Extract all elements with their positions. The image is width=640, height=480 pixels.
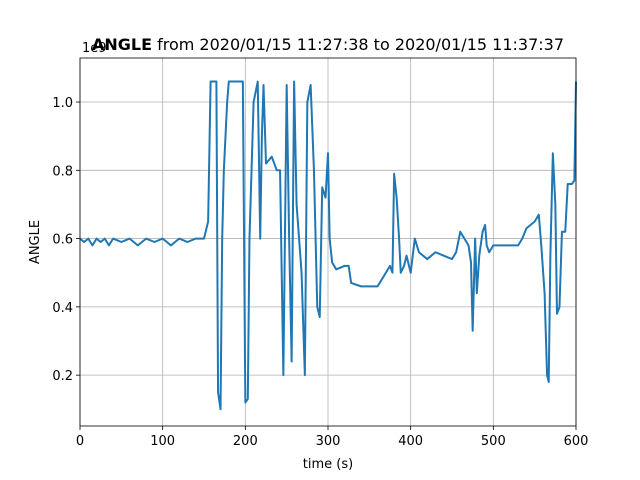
- axes-frame: [79, 57, 577, 427]
- y-tick-label: 0.8: [52, 164, 73, 179]
- data-line: [79, 80, 577, 411]
- y-tick-label: 0.6: [52, 233, 73, 248]
- title-bold: ANGLE: [92, 35, 152, 54]
- x-tick-label: 0: [76, 434, 84, 449]
- y-offset-label: 1e9: [82, 41, 107, 56]
- x-tick-label: 300: [316, 434, 341, 449]
- x-tick-label: 500: [481, 434, 506, 449]
- chart-title: ANGLE from 2020/01/15 11:27:38 to 2020/0…: [92, 35, 564, 54]
- x-axis-label: time (s): [303, 457, 353, 472]
- title-text: from 2020/01/15 11:27:38 to 2020/01/15 1…: [157, 35, 564, 54]
- x-tick-label: 100: [150, 434, 175, 449]
- x-tick-label: 600: [564, 434, 589, 449]
- y-tick-label: 0.2: [52, 369, 73, 384]
- y-tick-label: 1.0: [52, 96, 73, 111]
- y-tick-label: 0.4: [52, 301, 73, 316]
- x-tick-label: 200: [233, 434, 258, 449]
- x-tick-label: 400: [398, 434, 423, 449]
- y-axis-label: ANGLE: [28, 220, 43, 264]
